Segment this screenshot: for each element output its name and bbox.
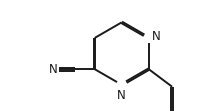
- Text: N: N: [152, 30, 161, 43]
- Text: N: N: [49, 63, 58, 76]
- Text: N: N: [117, 89, 126, 102]
